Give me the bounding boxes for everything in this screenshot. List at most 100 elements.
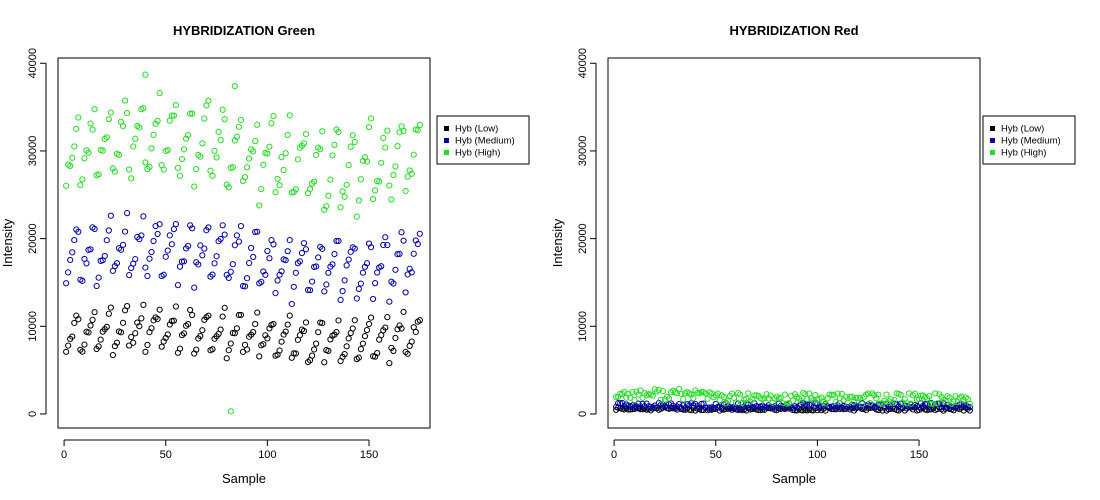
x-tick-label: 100 bbox=[808, 449, 826, 461]
data-point bbox=[298, 249, 306, 257]
data-point bbox=[221, 116, 228, 123]
data-point bbox=[225, 274, 232, 281]
x-tick-label: 50 bbox=[160, 449, 172, 461]
data-point bbox=[154, 315, 161, 323]
data-point bbox=[380, 241, 387, 249]
data-point bbox=[189, 110, 196, 117]
data-point bbox=[398, 325, 405, 332]
data-point bbox=[357, 176, 364, 183]
legend-swatch bbox=[444, 126, 449, 131]
data-point bbox=[372, 280, 379, 287]
data-point bbox=[657, 396, 664, 403]
data-point bbox=[272, 290, 279, 297]
data-point bbox=[154, 230, 161, 238]
data-point bbox=[180, 258, 188, 265]
legend-swatch bbox=[990, 150, 995, 155]
data-point bbox=[637, 406, 644, 413]
y-tick-label: 40000 bbox=[577, 48, 589, 79]
data-point bbox=[65, 342, 72, 349]
data-point bbox=[325, 347, 332, 354]
data-point bbox=[158, 343, 165, 350]
data-point bbox=[369, 195, 377, 203]
data-point bbox=[71, 143, 78, 150]
data-point bbox=[168, 241, 175, 248]
data-point bbox=[858, 400, 866, 408]
data-point bbox=[111, 168, 119, 175]
data-point bbox=[95, 171, 102, 178]
data-point bbox=[124, 210, 131, 217]
legend-label: Hyb (Medium) bbox=[1001, 136, 1061, 147]
data-point bbox=[678, 390, 685, 397]
data-point bbox=[329, 152, 336, 159]
data-point bbox=[91, 225, 98, 233]
data-point bbox=[284, 248, 291, 255]
data-point bbox=[284, 321, 291, 328]
legend-label: Hyb (Medium) bbox=[455, 136, 515, 147]
data-point bbox=[895, 403, 902, 410]
data-point bbox=[351, 317, 358, 324]
data-point bbox=[270, 320, 277, 328]
data-point bbox=[311, 178, 318, 185]
data-point bbox=[195, 261, 202, 268]
series-hyb-high bbox=[613, 385, 973, 408]
data-point bbox=[290, 350, 297, 357]
data-point bbox=[221, 304, 228, 311]
data-point bbox=[359, 269, 367, 276]
data-point bbox=[416, 230, 423, 237]
data-point bbox=[363, 326, 371, 334]
data-point bbox=[402, 289, 409, 296]
data-point bbox=[156, 90, 163, 97]
data-point bbox=[680, 396, 687, 403]
data-point bbox=[126, 166, 133, 173]
data-point bbox=[243, 275, 251, 282]
data-point bbox=[105, 116, 112, 123]
data-point bbox=[170, 112, 177, 119]
data-point bbox=[235, 238, 243, 245]
data-point bbox=[235, 123, 243, 130]
data-point bbox=[398, 229, 405, 236]
data-point bbox=[174, 164, 182, 171]
data-point bbox=[237, 116, 245, 124]
data-point bbox=[219, 106, 226, 113]
data-point bbox=[396, 129, 403, 136]
data-point bbox=[69, 333, 76, 340]
data-point bbox=[832, 398, 839, 405]
data-point bbox=[73, 125, 80, 132]
data-point bbox=[308, 278, 316, 285]
data-point bbox=[107, 212, 114, 219]
legend: Hyb (Low)Hyb (Medium)Hyb (High) bbox=[982, 115, 1076, 165]
data-point bbox=[250, 148, 257, 155]
data-point bbox=[128, 175, 135, 182]
data-point bbox=[164, 146, 171, 154]
data-point bbox=[117, 246, 125, 253]
data-point bbox=[846, 393, 854, 400]
y-tick-label: 10000 bbox=[577, 311, 589, 342]
data-point bbox=[245, 259, 253, 267]
data-point bbox=[294, 156, 301, 163]
data-point bbox=[341, 277, 348, 284]
data-point bbox=[408, 269, 415, 276]
data-point bbox=[233, 325, 240, 332]
y-tick-label: 40000 bbox=[27, 48, 39, 79]
chart-title: HYBRIDIZATION Green bbox=[173, 23, 315, 38]
data-point bbox=[806, 401, 813, 408]
data-point bbox=[71, 319, 78, 327]
data-point bbox=[176, 172, 184, 179]
data-point bbox=[720, 393, 727, 401]
data-point bbox=[219, 222, 226, 229]
data-point bbox=[844, 399, 851, 406]
data-point bbox=[252, 320, 259, 328]
data-point bbox=[347, 143, 354, 150]
data-point bbox=[223, 271, 230, 278]
data-point bbox=[386, 360, 393, 367]
data-point bbox=[187, 306, 194, 314]
series-hyb-high bbox=[63, 90, 423, 220]
data-point bbox=[107, 109, 114, 116]
data-point bbox=[278, 338, 285, 345]
data-point bbox=[378, 263, 385, 270]
y-tick-label: 0 bbox=[577, 411, 589, 417]
data-point bbox=[852, 394, 860, 402]
data-point bbox=[142, 264, 149, 271]
data-point bbox=[83, 260, 90, 267]
data-point bbox=[282, 257, 289, 264]
